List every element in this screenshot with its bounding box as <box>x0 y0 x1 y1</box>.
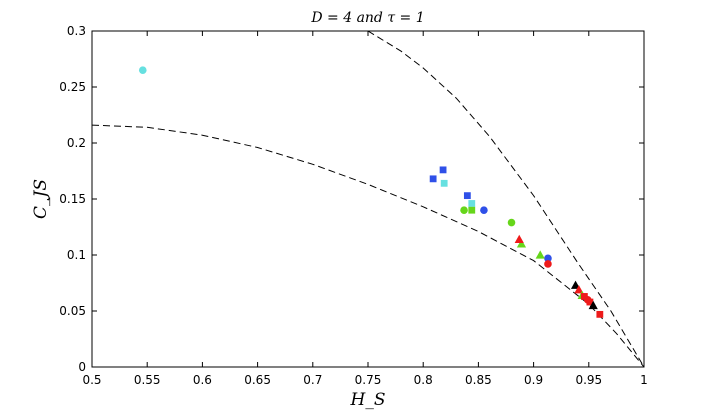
data-points <box>138 66 604 318</box>
y-tick-label: 0.05 <box>59 304 86 318</box>
x-tick-label: 0.9 <box>524 373 543 387</box>
red-circle-point <box>544 260 552 268</box>
y-tick-label: 0.3 <box>67 24 86 38</box>
red-square-point <box>596 310 604 318</box>
cyan-square-point <box>468 200 476 207</box>
x-tick-label: 0.8 <box>414 373 433 387</box>
y-tick-label: 0.15 <box>59 192 86 206</box>
green-circle-point <box>460 206 468 214</box>
red-triangle-point <box>574 285 584 294</box>
x-tick-label: 0.5 <box>82 373 101 387</box>
blue-square-point <box>463 192 471 200</box>
x-tick-label: 0.95 <box>575 373 602 387</box>
reference-curve-1 <box>92 124 644 367</box>
y-axis-label: C_JS <box>31 179 51 219</box>
reference-curve-2 <box>367 31 644 367</box>
x-tick-label: 1 <box>640 373 648 387</box>
green-circle-point <box>507 218 516 227</box>
plot-frame <box>91 30 645 368</box>
red-square-point <box>586 298 594 306</box>
x-tick-label: 0.65 <box>244 373 271 387</box>
cyan-square-point <box>440 179 448 187</box>
x-tick-label: 0.55 <box>134 373 161 387</box>
x-tick-label: 0.75 <box>355 373 382 387</box>
y-tick-label: 0.1 <box>67 248 86 262</box>
x-axis-label: H_S <box>350 390 386 410</box>
y-tick-labels: 0 0.05 0.1 0.15 0.2 0.25 0.3 <box>59 24 86 374</box>
x-tick-labels: 0.5 0.55 0.6 0.65 0.7 0.75 0.8 0.85 0.9 0.95 1 <box>82 373 647 387</box>
x-tick-label: 0.6 <box>193 373 212 387</box>
blue-square-point <box>429 175 437 183</box>
blue-circle-point <box>544 254 552 263</box>
black-triangle-point <box>570 280 581 289</box>
green-square-point <box>468 206 476 214</box>
y-tick-label: 0.2 <box>67 136 86 150</box>
blue-circle-point <box>480 206 488 214</box>
reference-curves <box>92 31 644 367</box>
cyan-circle-point <box>138 66 147 74</box>
red-square-point <box>580 293 588 300</box>
black-triangle-point <box>588 300 598 310</box>
blue-square-point <box>439 166 447 174</box>
y-tick-label: 0 <box>78 360 86 374</box>
x-tick-label: 0.7 <box>303 373 322 387</box>
chart-title: D = 4 and τ = 1 <box>310 10 424 26</box>
red-triangle-point <box>514 234 524 243</box>
axis-ticks <box>91 30 645 368</box>
y-tick-label: 0.25 <box>59 80 86 94</box>
green-triangle-point <box>535 250 545 259</box>
green-triangle-point <box>516 239 527 248</box>
x-tick-label: 0.85 <box>465 373 492 387</box>
